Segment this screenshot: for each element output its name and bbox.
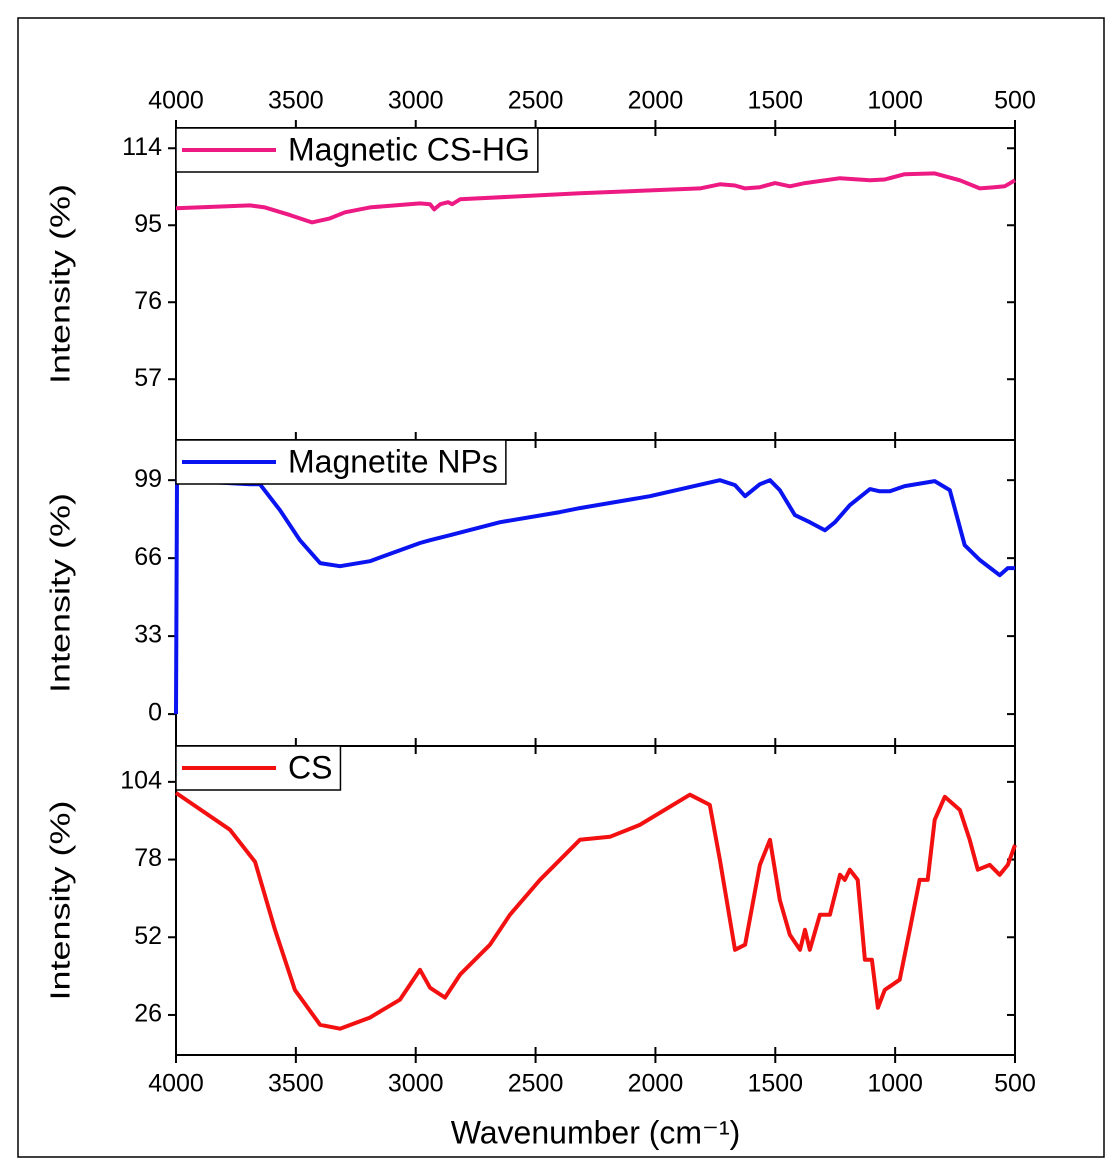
y-tick-label: 114	[122, 133, 162, 161]
y-tick-label: 33	[134, 621, 162, 649]
y-tick-label: 78	[134, 844, 162, 872]
x-tick-label: 4000	[148, 87, 204, 115]
x-tick-label: 1500	[747, 87, 803, 115]
x-tick-label: 4000	[148, 1070, 204, 1098]
x-tick-label: 1500	[747, 1070, 803, 1098]
y-tick-label: 0	[148, 699, 162, 727]
y-tick-label: 95	[134, 210, 162, 238]
x-tick-label: 1000	[867, 1070, 923, 1098]
y-tick-label: 52	[134, 922, 162, 950]
x-tick-label: 500	[994, 87, 1036, 115]
data-line	[174, 478, 1015, 715]
x-tick-label: 500	[994, 1070, 1036, 1098]
x-tick-label: 3500	[268, 87, 324, 115]
x-tick-label: 2000	[628, 87, 684, 115]
y-tick-label: 104	[120, 766, 162, 794]
y-axis-label: Intensity (%)	[44, 493, 75, 693]
x-tick-label: 2000	[628, 1070, 684, 1098]
data-line	[175, 171, 1017, 225]
x-tick-label: 3000	[388, 87, 444, 115]
plot-frame	[175, 439, 1016, 747]
data-line	[174, 791, 1017, 1031]
x-tick-label: 2500	[508, 87, 564, 115]
x-axis-label: Wavenumber (cm⁻¹)	[451, 1114, 741, 1150]
y-tick-label: 26	[134, 1000, 162, 1028]
x-tick-label: 1000	[867, 87, 923, 115]
y-axis-label: Intensity (%)	[44, 801, 75, 1001]
x-tick-label: 2500	[508, 1070, 564, 1098]
y-tick-label: 57	[134, 364, 162, 392]
y-tick-label: 66	[134, 543, 162, 571]
y-tick-label: 76	[134, 287, 162, 315]
legend-label: Magnetic CS-HG	[288, 131, 530, 167]
x-tick-label: 3500	[268, 1070, 324, 1098]
legend-label: CS	[288, 749, 332, 785]
y-tick-label: 99	[134, 465, 162, 493]
outer-frame	[17, 17, 1105, 1158]
plot-frame	[175, 127, 1016, 441]
y-axis-label: Intensity (%)	[44, 184, 75, 384]
legend-label: Magnetite NPs	[288, 443, 498, 479]
plot-frame	[175, 745, 1016, 1056]
x-tick-label: 3000	[388, 1070, 444, 1098]
